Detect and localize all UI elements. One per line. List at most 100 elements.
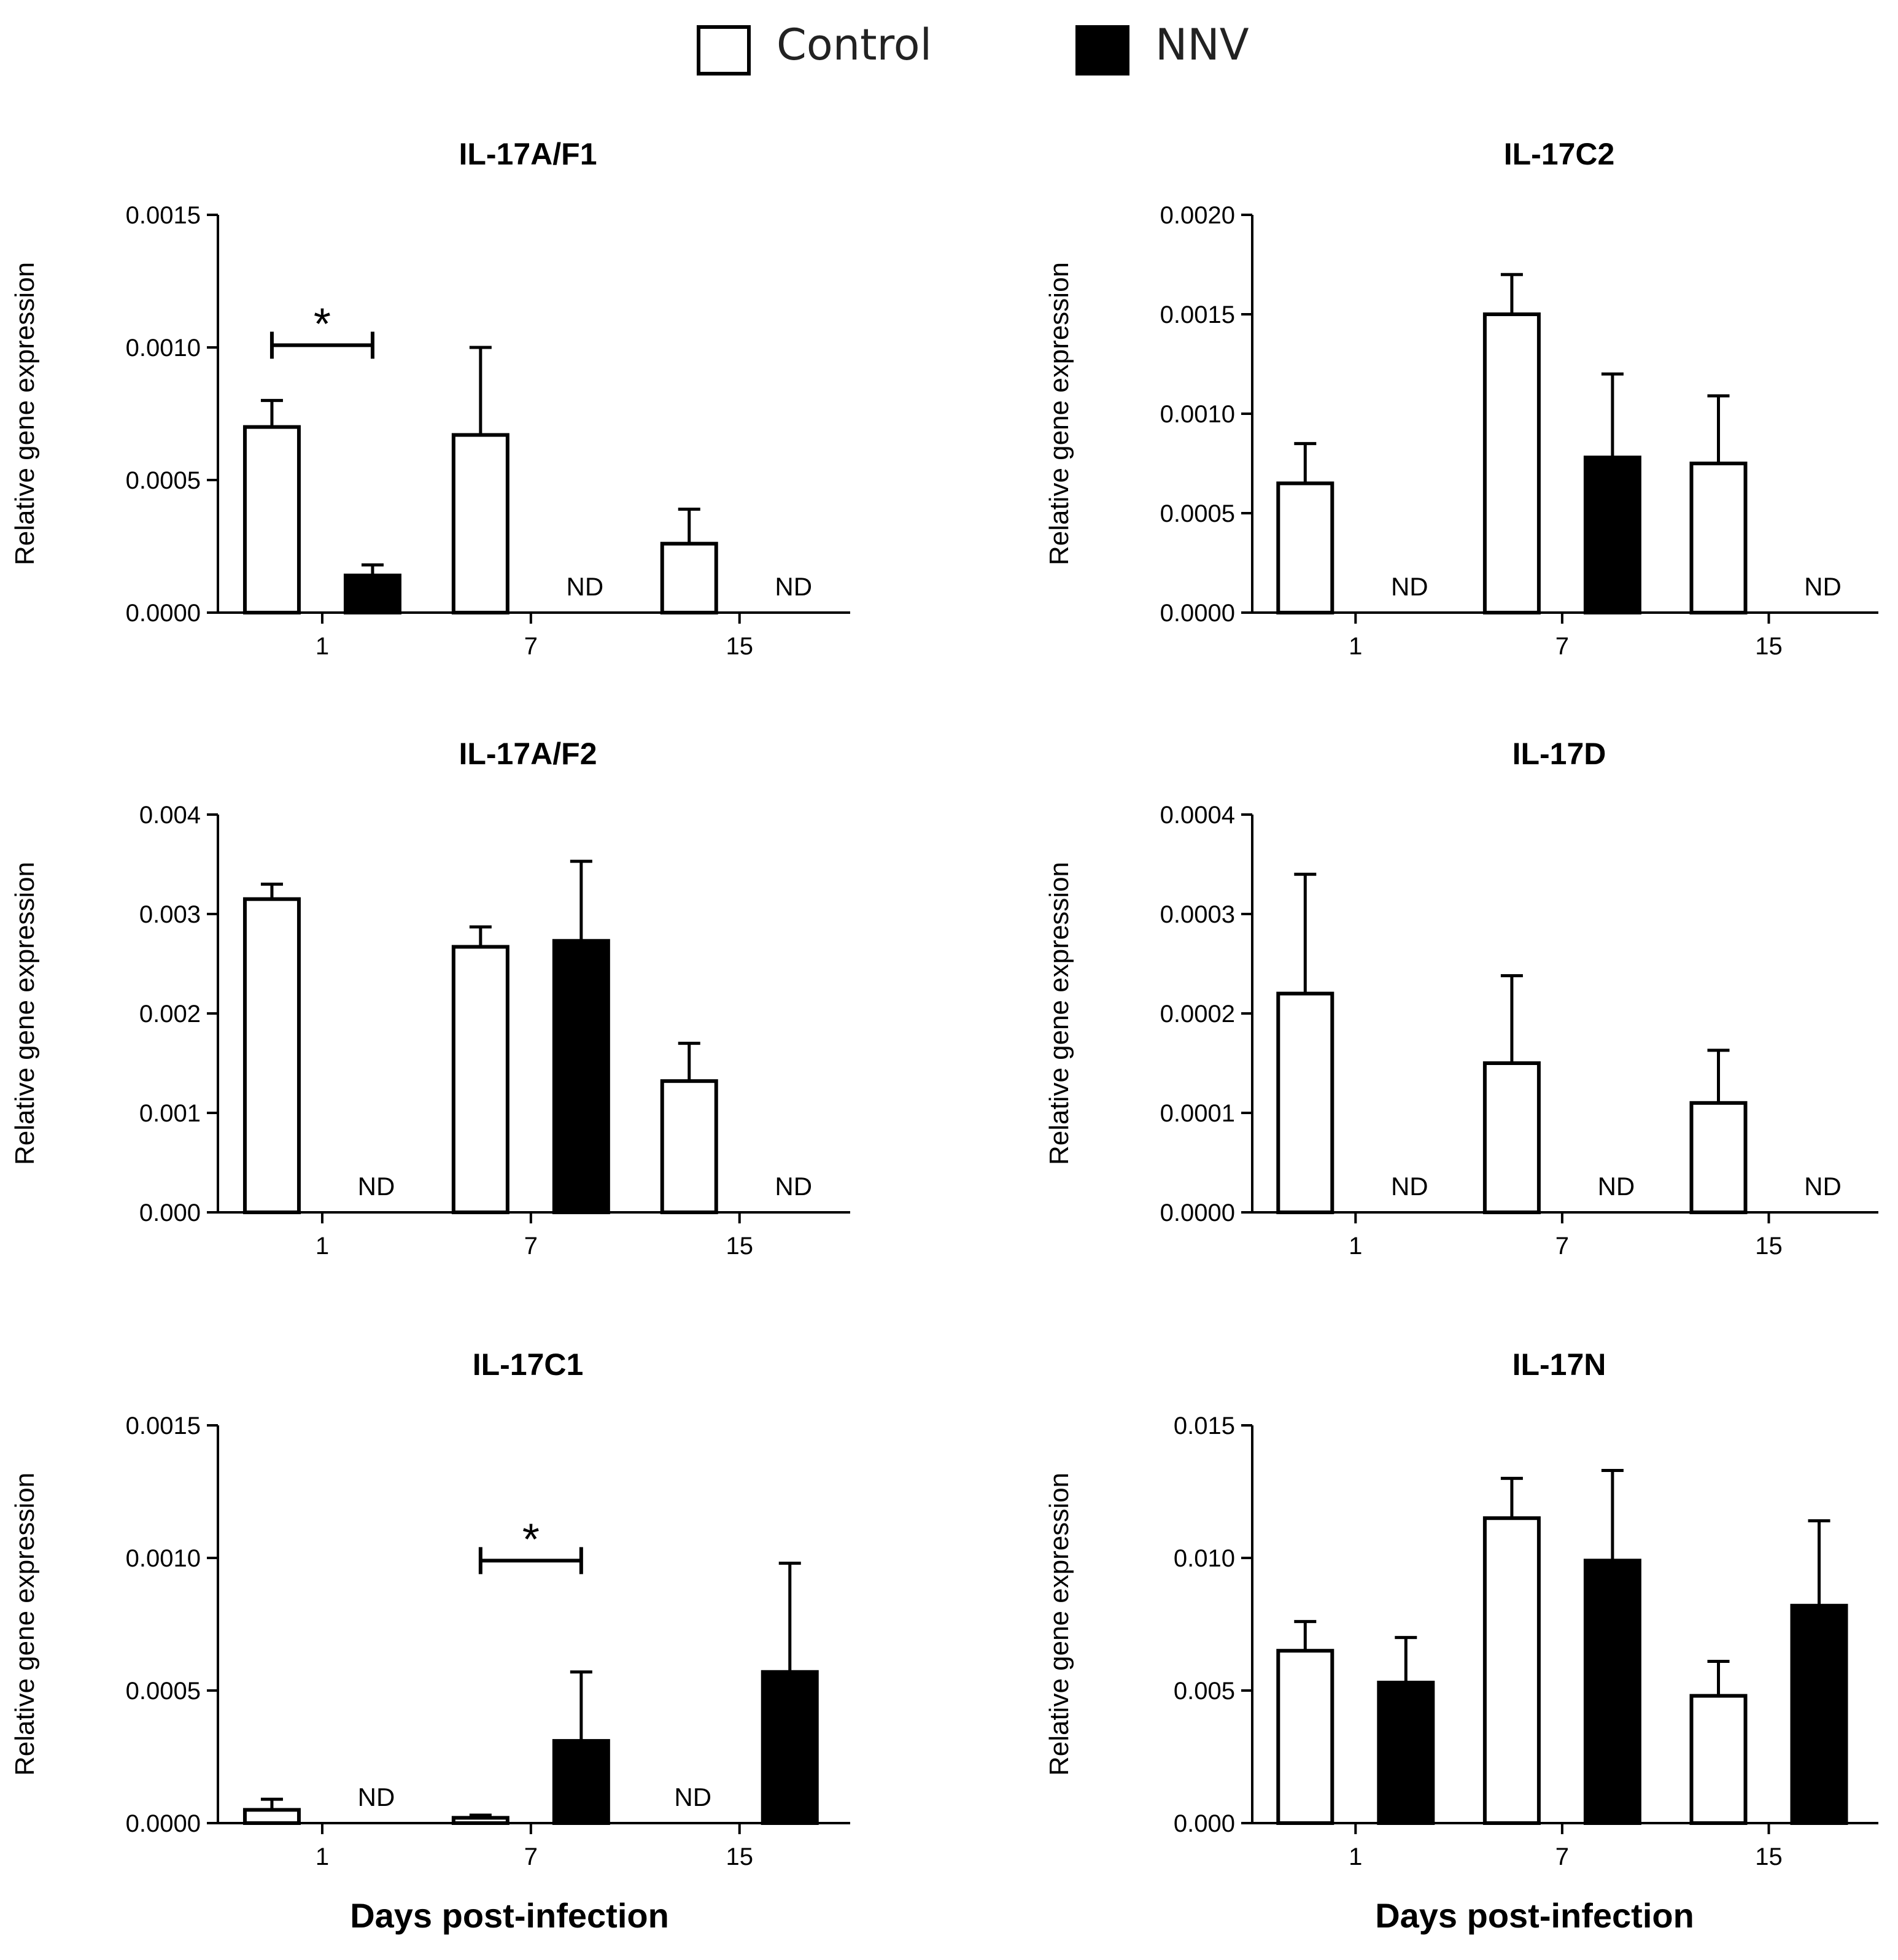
bar-control-day-15 (660, 541, 718, 614)
legend-item-nnv: NNV (1075, 20, 1249, 76)
x-tick-label: 7 (524, 1233, 538, 1260)
y-tick-label: 0.005 (1174, 1678, 1235, 1705)
x-tick-label: 1 (1349, 1233, 1362, 1260)
y-tick-label: 0.001 (139, 1100, 201, 1127)
bar-nnv-day-1 (1377, 1681, 1435, 1826)
x-tick-label: 1 (316, 633, 329, 660)
panel-il-17d: IL-17D Relative gene expression 0.0000 0.00… (1044, 737, 1878, 1260)
x-tick-label: 15 (726, 1843, 754, 1870)
bar-control-day-1 (1276, 991, 1334, 1214)
y-tick-label: 0.0015 (126, 202, 201, 229)
bar-control-day-7 (1482, 1516, 1541, 1825)
bar-nnv-day-7 (552, 939, 610, 1214)
y-tick-label: 0.0005 (1160, 500, 1235, 527)
bar-control-day-1 (242, 1808, 301, 1825)
y-tick-label: 0.010 (1174, 1545, 1235, 1572)
bar-control-day-15 (1689, 1694, 1748, 1825)
y-tick-label: 0.0004 (1160, 802, 1235, 829)
bar-control-day-7 (1482, 1061, 1541, 1214)
nd-label: ND (567, 572, 604, 601)
y-tick-label: 0.0010 (126, 335, 201, 362)
nd-label: ND (1391, 572, 1428, 601)
y-axis-label: Relative gene expression (1044, 862, 1074, 1165)
panel-il-17c1: IL-17C1 Relative gene expression 0.0000 0.0… (10, 1347, 850, 1870)
chart-title: IL-17C2 (1504, 137, 1615, 171)
x-tick-label: 15 (726, 633, 754, 660)
y-axis-label: Relative gene expression (10, 262, 40, 565)
bar-nnv-day-7 (1583, 1559, 1641, 1826)
bar-nnv-day-7 (1583, 455, 1641, 615)
x-tick-label: 1 (1349, 633, 1362, 660)
x-tick-label: 7 (1555, 633, 1569, 660)
y-tick-label: 0.0010 (1160, 401, 1235, 428)
x-tick-label: 15 (1755, 633, 1783, 660)
y-tick-label: 0.0003 (1160, 901, 1235, 928)
y-tick-label: 0.0001 (1160, 1100, 1235, 1127)
y-tick-label: 0.0000 (1160, 600, 1235, 627)
x-axis-label-right: Days post-infection (1375, 1896, 1694, 1935)
x-tick-label: 1 (316, 1843, 329, 1870)
nd-label: ND (1598, 1172, 1635, 1201)
bar-control-day-1 (242, 425, 301, 614)
y-axis-label: Relative gene expression (1044, 262, 1074, 565)
panel-il-17n: IL-17N Relative gene expression 0.000 0.005… (1044, 1347, 1878, 1870)
y-tick-label: 0.0020 (1160, 202, 1235, 229)
panel-il-17c2: IL-17C2 Relative gene expression 0.0000 0.0… (1044, 137, 1878, 660)
y-tick-label: 0.000 (1174, 1810, 1235, 1837)
nd-label: ND (1804, 1172, 1842, 1201)
y-tick-label: 0.0000 (126, 600, 201, 627)
y-tick-label: 0.0000 (126, 1810, 201, 1837)
x-tick-label: 1 (1349, 1843, 1362, 1870)
y-tick-label: 0.003 (139, 901, 201, 928)
y-tick-label: 0.0015 (126, 1412, 201, 1439)
legend-label-nnv: NNV (1155, 20, 1249, 70)
bar-nnv-day-15 (1790, 1603, 1848, 1825)
panel-il-17a-f2: IL-17A/F2 Relative gene expression 0.000 0.… (10, 737, 850, 1260)
x-tick-label: 7 (1555, 1233, 1569, 1260)
bar-control-day-7 (451, 433, 509, 614)
y-tick-label: 0.0002 (1160, 1001, 1235, 1028)
nd-label: ND (1804, 572, 1842, 601)
significance-star: * (522, 1515, 540, 1564)
bar-nnv-day-15 (761, 1670, 819, 1826)
legend-swatch-nnv (1075, 25, 1129, 76)
y-tick-label: 0.0010 (126, 1545, 201, 1572)
x-tick-label: 15 (726, 1233, 754, 1260)
x-tick-label: 15 (1755, 1843, 1783, 1870)
x-axis-label-left: Days post-infection (350, 1896, 669, 1935)
chart-title: IL-17C1 (473, 1347, 584, 1382)
nd-label: ND (358, 1783, 395, 1811)
bar-control-day-15 (660, 1079, 718, 1215)
y-tick-label: 0.0005 (126, 1678, 201, 1705)
chart-title: IL-17D (1513, 737, 1606, 771)
x-tick-label: 7 (524, 1843, 538, 1870)
y-tick-label: 0.0015 (1160, 301, 1235, 328)
chart-title: IL-17N (1513, 1347, 1606, 1382)
bar-control-day-7 (451, 1816, 509, 1826)
nd-label: ND (775, 572, 812, 601)
y-tick-label: 0.0005 (126, 467, 201, 494)
x-tick-label: 15 (1755, 1233, 1783, 1260)
y-axis-label: Relative gene expression (1044, 1473, 1074, 1776)
x-tick-label: 1 (316, 1233, 329, 1260)
legend-swatch-control (697, 25, 751, 76)
bar-control-day-7 (451, 945, 509, 1214)
nd-label: ND (1391, 1172, 1428, 1201)
y-axis-label: Relative gene expression (10, 862, 40, 1165)
y-axis-label: Relative gene expression (10, 1473, 40, 1776)
bar-control-day-7 (1482, 312, 1541, 614)
x-tick-label: 7 (524, 633, 538, 660)
y-tick-label: 0.015 (1174, 1412, 1235, 1439)
y-tick-label: 0.002 (139, 1001, 201, 1028)
bar-control-day-15 (1689, 462, 1748, 614)
x-tick-label: 7 (1555, 1843, 1569, 1870)
nd-label: ND (775, 1172, 812, 1201)
y-tick-label: 0.004 (139, 802, 201, 829)
legend-item-control: Control (697, 20, 932, 76)
legend: Control NNV (697, 20, 1249, 76)
nd-label: ND (674, 1783, 711, 1811)
bar-control-day-1 (242, 897, 301, 1214)
bar-control-day-1 (1276, 1649, 1334, 1825)
